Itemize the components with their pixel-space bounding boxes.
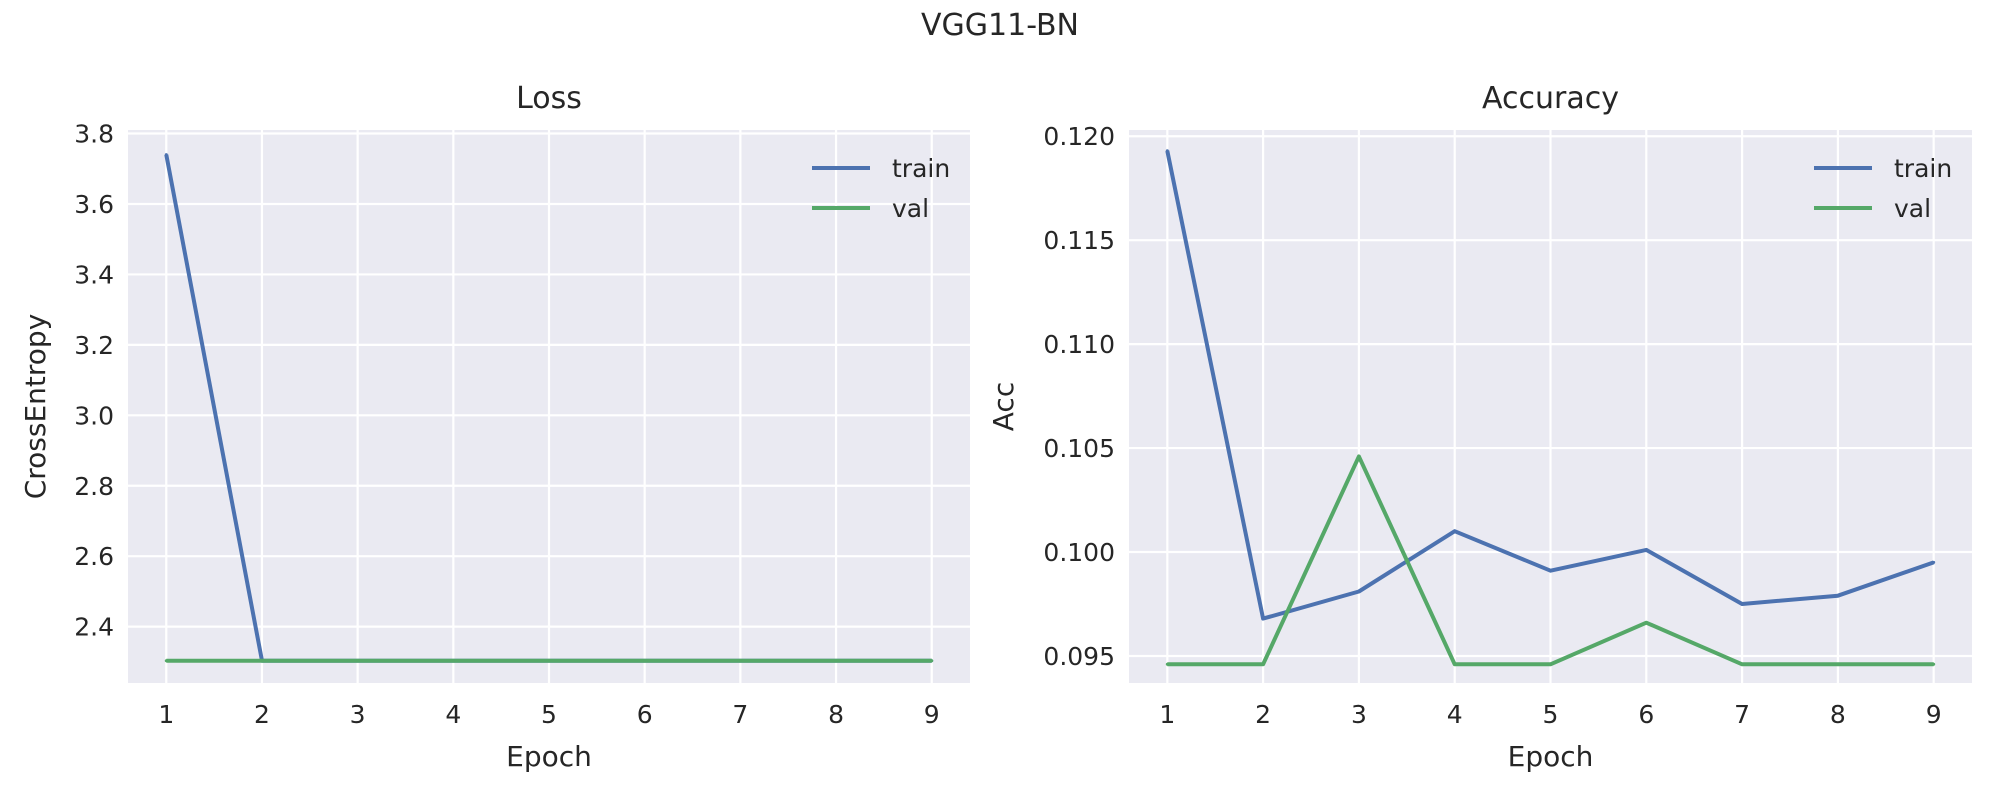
data-point-val [1453, 662, 1457, 666]
y-tick-label: 0.100 [1043, 538, 1115, 567]
data-point-val [1165, 662, 1169, 666]
data-point-train [1453, 529, 1457, 533]
data-point-val [643, 659, 647, 663]
x-tick-label: 2 [254, 700, 270, 729]
x-tick-label: 5 [541, 700, 557, 729]
data-point-val [1357, 454, 1361, 458]
y-tick-label: 3.0 [74, 401, 114, 430]
x-tick-label: 1 [1159, 700, 1175, 729]
y-tick-label: 0.105 [1043, 434, 1115, 463]
data-point-val [1644, 621, 1648, 625]
data-point-val [1836, 662, 1840, 666]
chart-panel-2: 1 2 3 4 5 6 7 8 9 0.095 0.100 0.105 0.110 0.115 0.120 A… [987, 81, 1972, 773]
data-point-val [930, 659, 934, 663]
x-tick-label: 8 [828, 700, 844, 729]
data-point-train [1836, 594, 1840, 598]
data-point-val [356, 659, 360, 663]
y-axis-label: Acc [987, 382, 1020, 431]
data-point-train [1549, 569, 1552, 573]
y-axis-label: CrossEntropy [19, 314, 52, 500]
subplot-title: Accuracy [1482, 81, 1619, 116]
x-tick-label: 9 [1926, 700, 1942, 729]
x-tick-label: 4 [1447, 700, 1463, 729]
y-tick-label: 2.8 [74, 472, 114, 501]
subplot-title: Loss [516, 81, 582, 116]
data-point-train [1740, 602, 1744, 606]
data-point-val [260, 659, 264, 663]
x-tick-label: 9 [924, 700, 940, 729]
x-tick-label: 6 [637, 700, 653, 729]
legend-label-val: val [1894, 194, 1931, 223]
data-point-val [1549, 662, 1552, 666]
data-point-val [1261, 662, 1265, 666]
data-point-val [834, 659, 838, 663]
data-point-val [1740, 662, 1744, 666]
y-tick-label: 3.8 [74, 120, 114, 149]
data-point-train [1165, 149, 1169, 153]
y-tick-label: 3.4 [74, 260, 114, 289]
x-tick-label: 8 [1830, 700, 1846, 729]
data-point-train [164, 153, 168, 157]
y-tick-label: 3.6 [74, 190, 114, 219]
y-tick-label: 0.115 [1043, 226, 1115, 255]
x-tick-label: 2 [1255, 700, 1271, 729]
chart-panel-1: 1 2 3 4 5 6 7 8 9 2.4 2.6 2.8 3.0 3.2 3.4 3.6 3.8 Loss Epo… [19, 81, 970, 773]
y-tick-label: 2.4 [74, 613, 114, 642]
y-tick-label: 2.6 [74, 542, 114, 571]
x-tick-label: 7 [732, 700, 748, 729]
y-tick-label: 3.2 [74, 331, 114, 360]
x-tick-label: 1 [158, 700, 174, 729]
data-point-val [547, 659, 551, 663]
x-tick-label: 6 [1638, 700, 1654, 729]
x-axis-label: Epoch [1508, 740, 1594, 773]
x-tick-label: 5 [1543, 700, 1559, 729]
legend-label-val: val [892, 194, 929, 223]
x-tick-label: 7 [1734, 700, 1750, 729]
data-point-train [1932, 560, 1936, 564]
data-point-val [738, 659, 742, 663]
legend-label-train: train [892, 154, 950, 183]
legend-label-train: train [1894, 154, 1952, 183]
data-point-train [1261, 617, 1265, 621]
data-point-val [1932, 662, 1936, 666]
data-point-train [1644, 548, 1648, 552]
x-tick-label: 4 [445, 700, 461, 729]
y-tick-label: 0.095 [1043, 642, 1115, 671]
data-point-train [1357, 590, 1361, 594]
data-point-val [451, 659, 455, 663]
x-axis-label: Epoch [506, 740, 592, 773]
data-point-val [164, 659, 168, 663]
y-tick-label: 0.120 [1043, 122, 1115, 151]
y-tick-label: 0.110 [1043, 330, 1115, 359]
x-tick-label: 3 [1351, 700, 1367, 729]
figure-title: VGG11-BN [921, 8, 1079, 43]
x-tick-label: 3 [350, 700, 366, 729]
